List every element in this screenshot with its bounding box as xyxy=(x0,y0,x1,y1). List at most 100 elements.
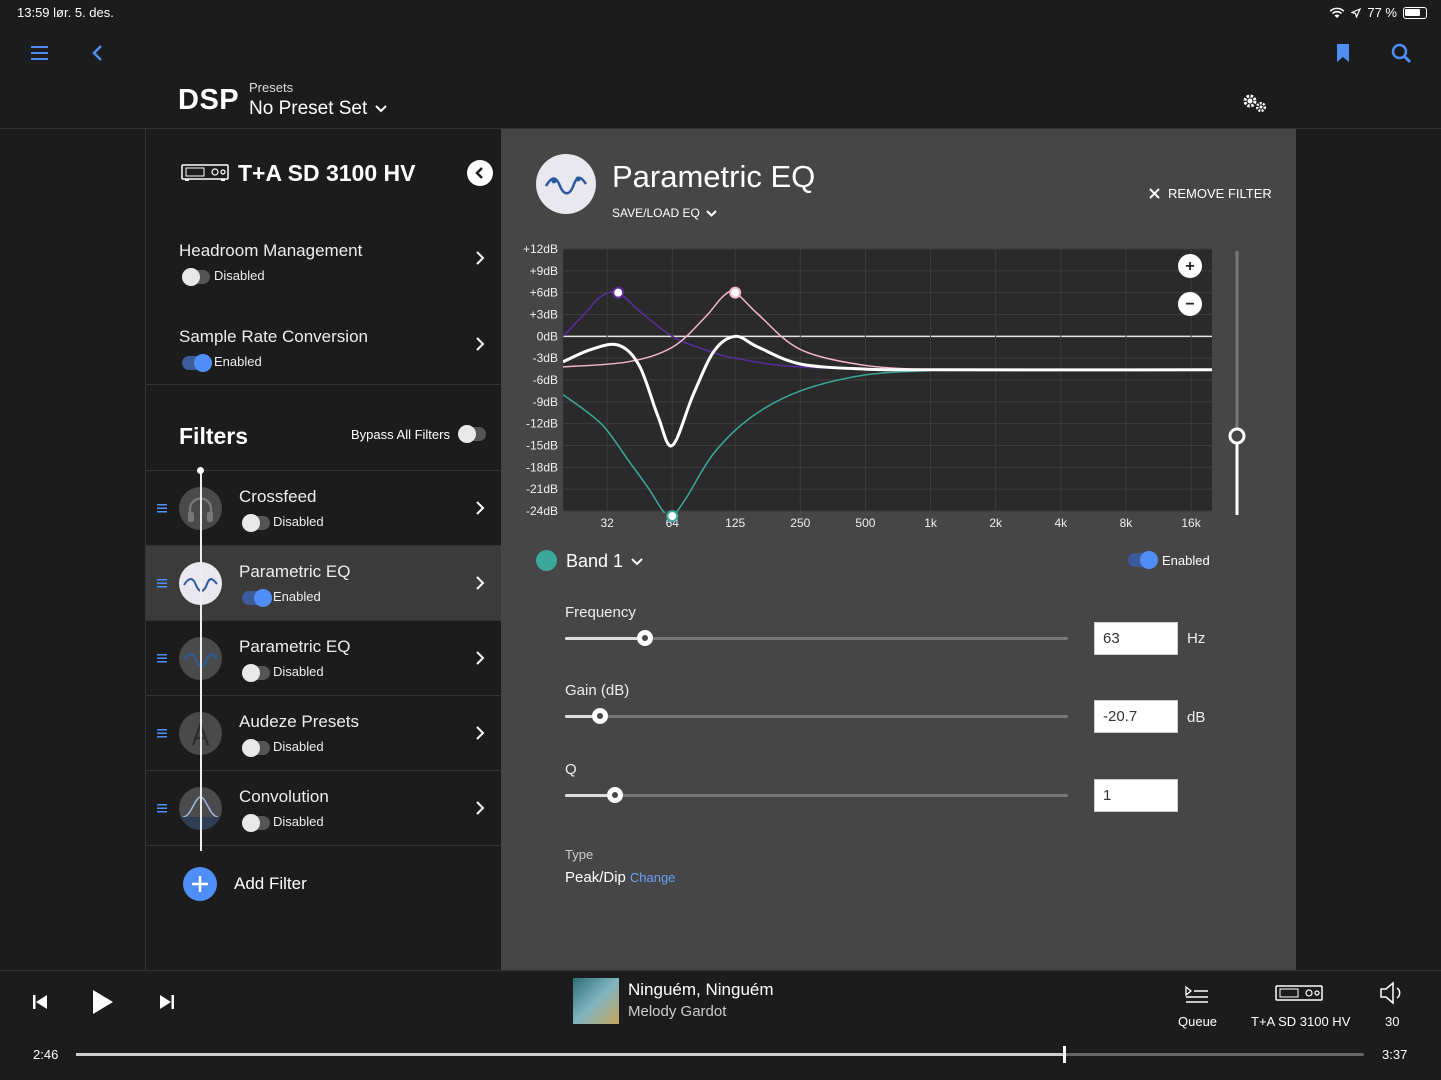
filter-toggle[interactable] xyxy=(242,664,270,682)
gain-slider-thumb[interactable] xyxy=(592,708,609,724)
vertical-slider-thumb[interactable] xyxy=(1228,427,1246,445)
editor-title: Parametric EQ xyxy=(612,159,816,194)
y-tick-label: +12dB xyxy=(523,242,558,256)
gain-input[interactable] xyxy=(1094,700,1178,733)
wifi-icon xyxy=(1329,7,1345,18)
track-artist[interactable]: Melody Gardot xyxy=(628,1003,727,1020)
headroom-toggle[interactable] xyxy=(182,268,210,286)
y-tick-label: +6dB xyxy=(530,286,558,300)
filter-toggle[interactable] xyxy=(242,514,270,532)
bypass-all-label: Bypass All Filters xyxy=(351,427,450,442)
chevron-right-icon xyxy=(476,576,485,590)
frequency-slider-thumb[interactable] xyxy=(637,630,654,646)
queue-label[interactable]: Queue xyxy=(1178,1014,1218,1029)
divider xyxy=(146,384,502,385)
chevron-right-icon xyxy=(476,651,485,665)
device-icon xyxy=(181,164,229,181)
zoom-in-button[interactable] xyxy=(1178,254,1202,278)
x-tick-label: 500 xyxy=(855,516,875,530)
player-bar: Ninguém, Ninguém Melody Gardot Queue T+A… xyxy=(0,970,1441,1080)
add-filter-button[interactable] xyxy=(183,867,217,901)
bypass-all-toggle[interactable] xyxy=(458,425,486,443)
frequency-input[interactable] xyxy=(1094,622,1178,655)
drag-handle-icon[interactable] xyxy=(157,579,167,588)
filter-chain-line xyxy=(200,469,202,851)
chevron-right-icon xyxy=(476,801,485,815)
filter-editor: Parametric EQ SAVE/LOAD EQ REMOVE FILTER… xyxy=(501,129,1296,970)
q-slider[interactable] xyxy=(565,787,1068,803)
duration-time: 3:37 xyxy=(1382,1047,1408,1062)
filter-name: Crossfeed xyxy=(239,487,317,506)
filter-row[interactable]: Parametric EQ Enabled xyxy=(146,546,502,621)
volume-value[interactable]: 30 xyxy=(1385,1014,1400,1029)
battery-icon xyxy=(1403,6,1427,19)
settings-gears-icon[interactable] xyxy=(1241,92,1269,114)
band-selector[interactable]: Band 1 xyxy=(566,551,643,572)
headroom-management-row[interactable]: Headroom Management Disabled xyxy=(146,217,502,303)
drag-handle-icon[interactable] xyxy=(157,804,167,813)
save-load-label: SAVE/LOAD EQ xyxy=(612,206,700,220)
top-bar xyxy=(0,26,1441,129)
drag-handle-icon[interactable] xyxy=(157,654,167,663)
headroom-title: Headroom Management xyxy=(179,241,363,260)
remove-filter-button[interactable]: REMOVE FILTER xyxy=(1149,186,1272,201)
type-value: Peak/Dip xyxy=(565,869,626,886)
y-tick-label: -3dB xyxy=(533,351,558,365)
collapse-sidebar-button[interactable] xyxy=(467,160,493,186)
q-input[interactable] xyxy=(1094,779,1178,812)
play-icon[interactable] xyxy=(91,989,115,1015)
change-type-link[interactable]: Change xyxy=(629,870,676,885)
zoom-out-button[interactable] xyxy=(1178,292,1202,316)
device-header: T+A SD 3100 HV xyxy=(146,129,502,217)
progress-thumb[interactable] xyxy=(1062,1046,1066,1063)
zone-label[interactable]: T+A SD 3100 HV xyxy=(1251,1014,1351,1029)
x-tick-label: 16k xyxy=(1181,516,1201,530)
track-title[interactable]: Ninguém, Ninguém xyxy=(628,980,774,999)
y-tick-label: +3dB xyxy=(530,308,558,322)
filter-toggle[interactable] xyxy=(242,814,270,832)
drag-handle-icon[interactable] xyxy=(157,729,167,738)
elapsed-time: 2:46 xyxy=(33,1047,59,1062)
previous-track-icon[interactable] xyxy=(32,993,48,1011)
sample-rate-conversion-row[interactable]: Sample Rate Conversion Enabled xyxy=(146,303,502,389)
eq-frequency-chart[interactable]: +12dB +9dB +6dB +3dB 0dB -3dB -6dB -9dB -12dB -15… xyxy=(501,239,1296,539)
add-filter-label[interactable]: Add Filter xyxy=(234,874,307,893)
filter-toggle[interactable] xyxy=(242,739,270,757)
status-bar: 13:59 lør. 5. des. 77 % xyxy=(0,0,1441,26)
back-icon[interactable] xyxy=(90,44,104,62)
bookmark-icon[interactable] xyxy=(1336,43,1350,63)
divider xyxy=(146,470,502,471)
filter-toggle[interactable] xyxy=(242,589,272,607)
band-enabled-toggle[interactable] xyxy=(1128,551,1158,569)
next-track-icon[interactable] xyxy=(159,993,175,1011)
frequency-unit: Hz xyxy=(1187,630,1206,647)
volume-icon[interactable] xyxy=(1379,980,1403,1006)
src-toggle[interactable] xyxy=(182,354,212,372)
status-right: 77 % xyxy=(1329,5,1427,20)
dsp-sidebar: T+A SD 3100 HV Headroom Management Disab… xyxy=(145,129,502,970)
q-slider-thumb[interactable] xyxy=(607,787,624,803)
x-tick-label: 2k xyxy=(989,516,1003,530)
queue-icon[interactable] xyxy=(1185,985,1209,1003)
band-row: Band 1 Enabled xyxy=(536,549,1216,573)
save-load-eq-button[interactable]: SAVE/LOAD EQ xyxy=(612,206,717,220)
menu-icon[interactable] xyxy=(31,46,49,60)
gain-slider[interactable] xyxy=(565,708,1068,724)
album-art[interactable] xyxy=(573,978,619,1024)
filter-name: Parametric EQ xyxy=(239,637,351,656)
eq-curve-icon xyxy=(536,154,596,214)
plus-icon xyxy=(192,876,208,892)
right-margin xyxy=(1296,129,1441,970)
filter-state: Disabled xyxy=(273,739,324,754)
type-row: Peak/Dip Change xyxy=(565,869,675,886)
drag-handle-icon[interactable] xyxy=(157,504,167,513)
close-icon xyxy=(1149,188,1160,199)
zone-device-icon[interactable] xyxy=(1275,983,1323,1003)
preset-dropdown[interactable]: No Preset Set xyxy=(249,98,387,120)
playback-progress[interactable] xyxy=(76,1046,1364,1063)
y-tick-label: 0dB xyxy=(537,329,558,343)
frequency-slider[interactable] xyxy=(565,630,1068,646)
gain-unit: dB xyxy=(1187,709,1206,726)
search-icon[interactable] xyxy=(1391,43,1412,64)
q-label: Q xyxy=(565,761,577,778)
